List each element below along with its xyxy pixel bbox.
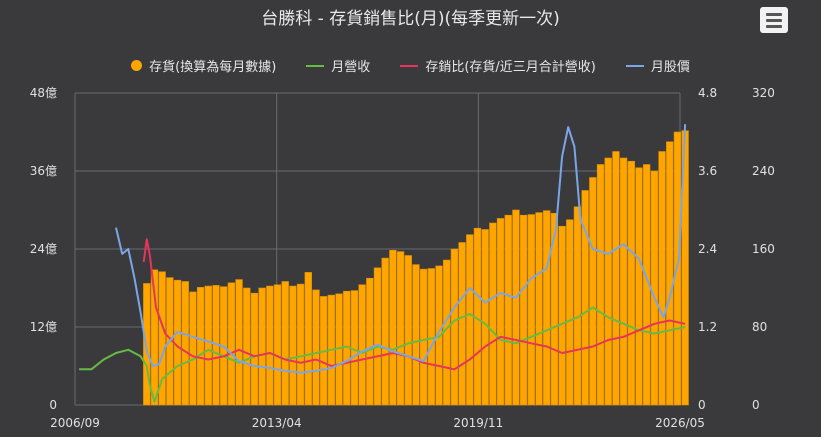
y-tick-label-right-price: 0 xyxy=(752,398,760,412)
bar-inventory xyxy=(527,214,535,406)
bar-inventory xyxy=(389,250,397,406)
bar-inventory xyxy=(289,285,297,406)
legend-item-inventory[interactable]: 存貨(換算為每月數據) xyxy=(131,56,276,75)
bar-inventory xyxy=(281,281,289,406)
bar-inventory xyxy=(204,285,212,406)
bar-inventory xyxy=(612,151,620,406)
legend-label-inventory: 存貨(換算為每月數據) xyxy=(149,60,277,75)
bar-inventory xyxy=(296,283,305,406)
y-tick-label-right-price: 320 xyxy=(752,86,775,100)
x-tick-label: 2013/04 xyxy=(252,416,302,430)
bar-inventory xyxy=(635,167,643,406)
line-inventory-sales-ratio xyxy=(142,238,686,371)
bar-inventory xyxy=(396,251,405,406)
bar-inventory xyxy=(227,282,236,406)
legend-item-revenue[interactable]: 月營收 xyxy=(306,56,370,75)
bar-inventory xyxy=(358,284,366,406)
y-tick-label-right-ratio: 4.8 xyxy=(698,86,717,100)
bar-inventory xyxy=(273,284,282,406)
bar-inventory xyxy=(596,164,605,406)
bar-inventory xyxy=(235,279,243,406)
bar-inventory xyxy=(566,219,574,406)
y-tick-label-right-ratio: 0 xyxy=(698,398,706,412)
bar-inventory xyxy=(404,255,412,406)
bar-inventory xyxy=(243,287,251,406)
x-tick-label: 2006/09 xyxy=(50,416,100,430)
legend-swatch-price xyxy=(625,64,644,67)
bar-inventory xyxy=(304,272,312,406)
legend-swatch-revenue xyxy=(306,64,325,67)
x-tick-label: 2019/11 xyxy=(453,416,503,430)
bar-inventory xyxy=(512,209,520,406)
y-tick-label-right-ratio: 1.2 xyxy=(698,320,717,334)
bar-inventory xyxy=(458,242,466,406)
bar-inventory xyxy=(266,285,274,406)
bar-inventory xyxy=(258,287,266,406)
bar-inventory xyxy=(189,291,197,406)
bar-inventory xyxy=(250,292,259,406)
legend-item-ratio[interactable]: 存銷比(存貨/近三月合計營收) xyxy=(400,56,596,75)
bar-inventory xyxy=(366,277,374,406)
legend-label-price: 月股價 xyxy=(650,60,690,75)
bar-inventory xyxy=(412,264,420,406)
bar-inventory xyxy=(173,279,182,406)
bar-inventory xyxy=(373,267,382,406)
line-stock-price xyxy=(115,124,687,374)
legend-item-price[interactable]: 月股價 xyxy=(625,56,690,75)
bar-inventory xyxy=(666,141,674,406)
bar-inventory xyxy=(196,287,205,406)
bar-inventory xyxy=(658,151,666,406)
y-tick-label-right-price: 80 xyxy=(752,320,767,334)
bar-inventory xyxy=(481,229,489,406)
y-tick-label-right-ratio: 2.4 xyxy=(698,242,717,256)
bar-inventory xyxy=(604,157,612,406)
chart-title: 台勝科 - 存貨銷售比(月)(每季更新一次) xyxy=(261,9,560,29)
y-tick-label-left: 12億 xyxy=(30,320,57,334)
y-tick-label-left: 24億 xyxy=(30,242,57,256)
bar-inventory xyxy=(558,225,566,406)
bar-inventory xyxy=(427,268,435,406)
bar-inventory xyxy=(489,222,497,406)
bar-inventory xyxy=(519,214,528,406)
bar-inventory xyxy=(504,214,512,406)
bar-inventory xyxy=(181,281,189,406)
line-revenue xyxy=(79,306,686,403)
bar-inventory xyxy=(450,248,459,406)
bar-inventory xyxy=(381,257,389,406)
bar-inventory xyxy=(150,269,159,406)
y-tick-label-right-ratio: 3.6 xyxy=(698,164,717,178)
bar-inventory xyxy=(419,268,428,406)
y-tick-label-left: 0 xyxy=(49,398,57,412)
bar-inventory xyxy=(589,177,597,406)
y-tick-label-left: 48億 xyxy=(30,86,57,100)
bar-inventory xyxy=(312,289,320,406)
bar-inventory xyxy=(619,157,628,406)
chart-legend: 存貨(換算為每月數據) 月營收 存銷比(存貨/近三月合計營收) 月股價 xyxy=(0,56,821,75)
hamburger-menu-icon[interactable] xyxy=(760,7,788,33)
bar-inventory xyxy=(650,170,659,406)
legend-swatch-ratio xyxy=(400,64,419,67)
bar-inventory xyxy=(573,206,582,406)
legend-swatch-inventory xyxy=(131,60,143,71)
bar-inventory xyxy=(535,212,543,406)
bar-inventory xyxy=(550,212,559,406)
bar-inventory xyxy=(496,218,505,406)
bar-inventory xyxy=(627,160,635,406)
x-tick-label: 2026/05 xyxy=(655,416,705,430)
bar-inventory xyxy=(581,190,589,406)
y-tick-label-right-price: 160 xyxy=(752,242,775,256)
bar-inventory xyxy=(143,283,151,406)
legend-label-revenue: 月營收 xyxy=(331,60,371,75)
bar-inventory xyxy=(543,210,551,406)
legend-label-ratio: 存銷比(存貨/近三月合計營收) xyxy=(425,60,596,75)
bar-inventory xyxy=(466,234,474,406)
bar-inventory xyxy=(158,271,166,406)
y-tick-label-left: 36億 xyxy=(30,164,57,178)
y-tick-label-right-price: 240 xyxy=(752,164,775,178)
